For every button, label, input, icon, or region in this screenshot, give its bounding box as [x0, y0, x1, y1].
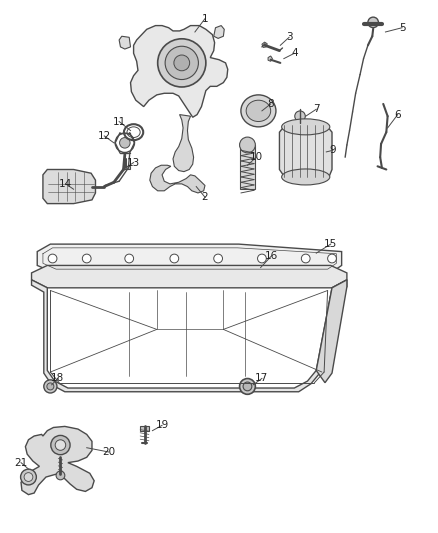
- Polygon shape: [43, 169, 95, 204]
- Polygon shape: [150, 165, 205, 193]
- Text: 11: 11: [113, 117, 126, 126]
- Circle shape: [158, 39, 206, 87]
- Circle shape: [295, 111, 305, 122]
- Text: 9: 9: [329, 146, 336, 155]
- Text: 6: 6: [394, 110, 401, 119]
- Ellipse shape: [282, 169, 330, 185]
- Circle shape: [51, 435, 70, 455]
- Polygon shape: [21, 426, 94, 495]
- Circle shape: [24, 473, 33, 481]
- Circle shape: [368, 17, 378, 28]
- Polygon shape: [32, 265, 347, 288]
- Circle shape: [21, 469, 36, 485]
- Polygon shape: [131, 26, 228, 117]
- Circle shape: [243, 382, 252, 391]
- Text: 5: 5: [399, 23, 406, 33]
- Text: 18: 18: [51, 374, 64, 383]
- Polygon shape: [173, 115, 194, 172]
- Polygon shape: [119, 36, 131, 49]
- Ellipse shape: [246, 100, 271, 122]
- Polygon shape: [32, 280, 347, 392]
- Polygon shape: [214, 26, 224, 38]
- Circle shape: [258, 254, 266, 263]
- Circle shape: [56, 471, 65, 480]
- Text: 10: 10: [250, 152, 263, 162]
- Polygon shape: [37, 244, 342, 273]
- Text: 8: 8: [267, 99, 274, 109]
- Circle shape: [240, 137, 255, 153]
- Circle shape: [174, 55, 190, 71]
- Circle shape: [240, 378, 255, 394]
- Text: 3: 3: [286, 33, 293, 42]
- Text: 4: 4: [291, 49, 298, 58]
- Circle shape: [44, 380, 57, 393]
- Polygon shape: [262, 42, 267, 47]
- Circle shape: [301, 254, 310, 263]
- Text: 14: 14: [59, 179, 72, 189]
- Circle shape: [82, 254, 91, 263]
- Ellipse shape: [282, 119, 330, 135]
- Text: 15: 15: [324, 239, 337, 249]
- Text: 7: 7: [313, 104, 320, 114]
- Polygon shape: [240, 145, 255, 189]
- Polygon shape: [279, 124, 332, 179]
- Text: 2: 2: [201, 192, 208, 202]
- Polygon shape: [140, 426, 149, 431]
- Polygon shape: [123, 166, 130, 169]
- Text: 1: 1: [201, 14, 208, 23]
- Circle shape: [55, 440, 66, 450]
- Circle shape: [214, 254, 223, 263]
- Text: 17: 17: [255, 374, 268, 383]
- Circle shape: [47, 383, 54, 390]
- Circle shape: [170, 254, 179, 263]
- Polygon shape: [316, 280, 347, 383]
- Circle shape: [48, 254, 57, 263]
- Text: 20: 20: [102, 447, 115, 457]
- Circle shape: [328, 254, 336, 263]
- Text: 16: 16: [265, 251, 278, 261]
- Ellipse shape: [241, 95, 276, 127]
- Polygon shape: [268, 56, 272, 61]
- Text: 12: 12: [98, 131, 111, 141]
- Circle shape: [165, 46, 198, 79]
- Circle shape: [125, 254, 134, 263]
- Circle shape: [120, 138, 130, 148]
- Text: 19: 19: [155, 421, 169, 430]
- Text: 13: 13: [127, 158, 140, 167]
- Text: 21: 21: [14, 458, 28, 467]
